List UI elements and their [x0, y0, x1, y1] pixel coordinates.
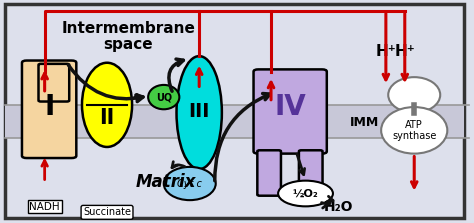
Text: IV: IV [274, 93, 306, 121]
Ellipse shape [176, 56, 222, 169]
Text: ½O₂: ½O₂ [292, 188, 319, 198]
FancyBboxPatch shape [254, 69, 327, 154]
Text: IMM: IMM [350, 116, 379, 129]
Text: Matrix: Matrix [136, 173, 196, 191]
Text: II: II [100, 108, 115, 128]
Ellipse shape [381, 107, 447, 154]
Circle shape [278, 181, 333, 206]
FancyBboxPatch shape [22, 60, 76, 158]
FancyBboxPatch shape [38, 64, 69, 101]
Text: H⁺: H⁺ [375, 44, 396, 59]
Text: Succinate: Succinate [83, 207, 131, 217]
Text: Cyt c: Cyt c [177, 179, 202, 188]
Ellipse shape [82, 63, 132, 147]
FancyBboxPatch shape [299, 150, 322, 196]
Ellipse shape [164, 167, 216, 200]
FancyBboxPatch shape [5, 4, 464, 218]
FancyBboxPatch shape [5, 105, 464, 138]
Text: H₂O: H₂O [324, 200, 353, 214]
Text: I: I [44, 93, 55, 121]
Text: Intermembrane
space: Intermembrane space [61, 21, 195, 52]
Text: UQ: UQ [155, 92, 172, 102]
Text: H⁺: H⁺ [394, 44, 415, 59]
Ellipse shape [148, 85, 179, 109]
Text: NADH: NADH [29, 202, 60, 212]
Text: III: III [189, 102, 210, 121]
Ellipse shape [388, 77, 440, 113]
Text: ATP
synthase: ATP synthase [392, 120, 437, 141]
FancyBboxPatch shape [257, 150, 281, 196]
